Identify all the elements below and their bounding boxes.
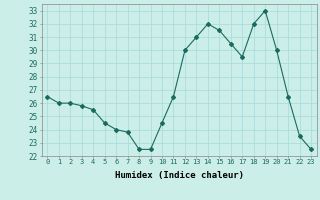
X-axis label: Humidex (Indice chaleur): Humidex (Indice chaleur) [115,171,244,180]
